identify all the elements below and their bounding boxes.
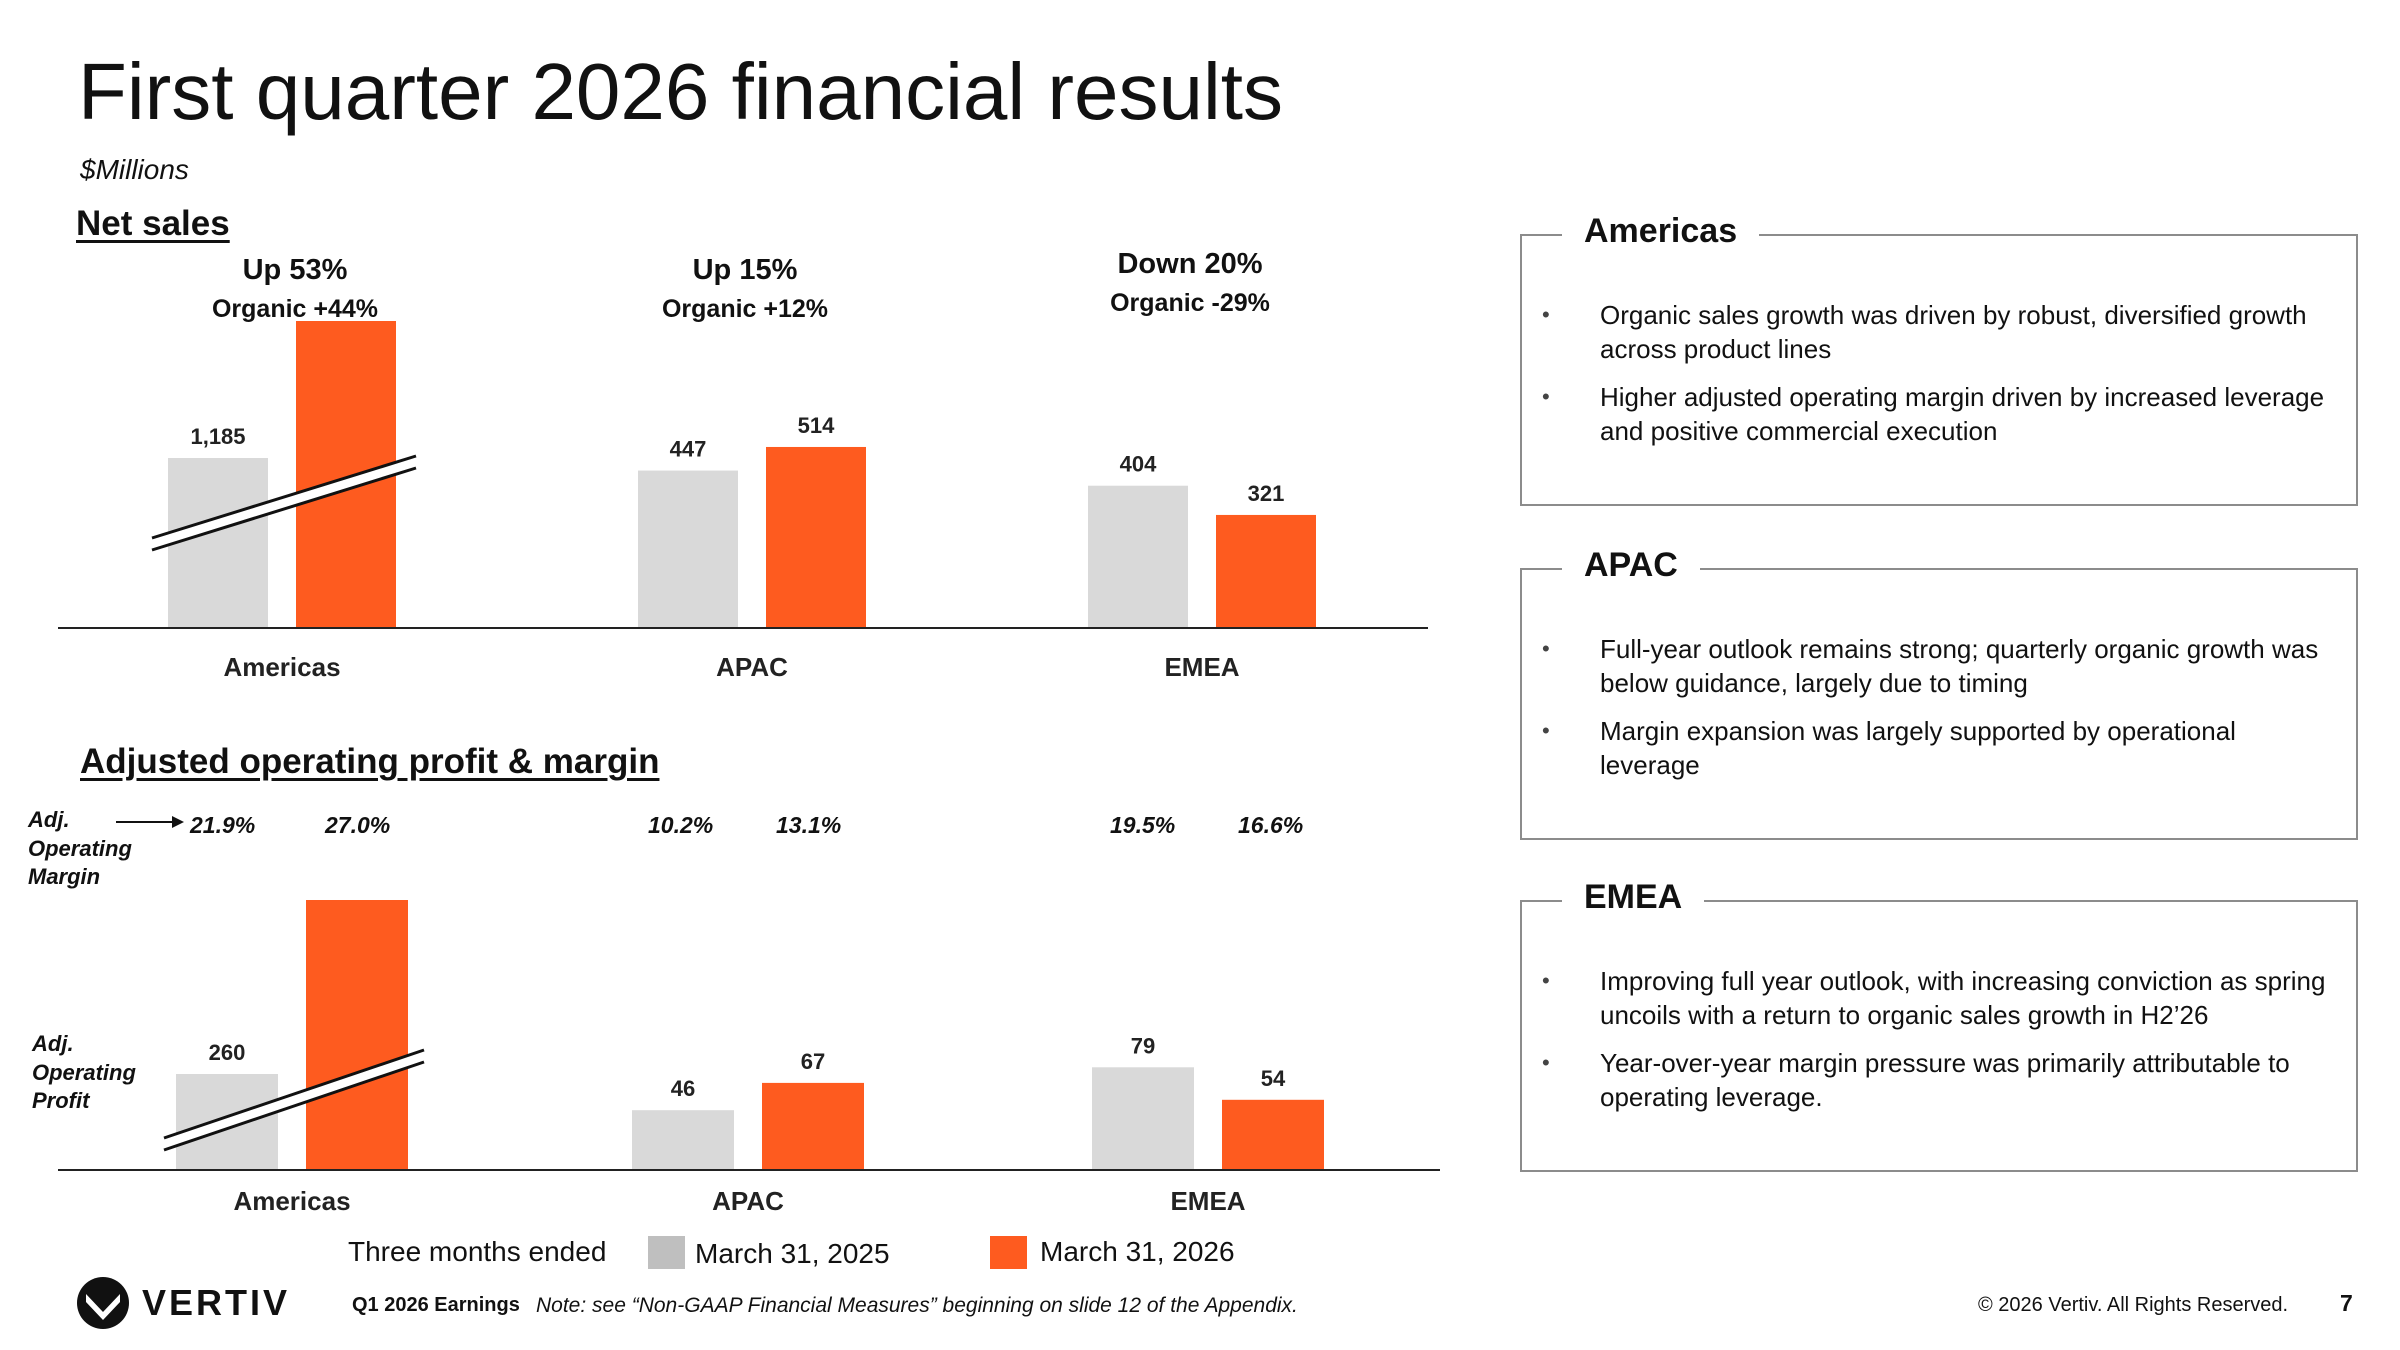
net-sales-bar-emea-current xyxy=(1216,514,1316,628)
margin-americas-prior: 21.9% xyxy=(190,812,256,838)
growth-emea: Down 20% Organic -29% xyxy=(1085,248,1295,318)
net-sales-bar-apac-prior xyxy=(638,470,738,628)
growth-americas-headline: Up 53% xyxy=(242,254,348,286)
region-bullets-americas: Organic sales growth was driven by robus… xyxy=(1542,298,2336,462)
adj-operating-margin-label: Adj. Operating Margin xyxy=(28,807,132,890)
region-title-emea: EMEA xyxy=(1562,880,1705,914)
growth-apac-organic: Organic +12% xyxy=(661,295,829,323)
region-box-americas: Americas Organic sales growth was driven… xyxy=(1520,214,2358,506)
vertiv-logo-text: VERTIV xyxy=(142,1282,291,1323)
aop-data-label-emea-prior: 79 xyxy=(1131,1033,1155,1058)
bullet-item: Year-over-year margin pressure was prima… xyxy=(1542,1046,2336,1114)
aop-axis-break-line-top xyxy=(163,1048,425,1140)
margin-apac-prior: 10.2% xyxy=(648,812,714,838)
vertiv-chevron-logo-icon xyxy=(77,1277,129,1329)
page-number: 7 xyxy=(2340,1290,2353,1316)
growth-apac: Up 15% Organic +12% xyxy=(640,254,850,324)
bullet-item: Improving full year outlook, with increa… xyxy=(1542,964,2336,1032)
region-title-americas: Americas xyxy=(1562,214,1760,248)
margin-apac-current: 13.1% xyxy=(776,812,842,838)
adj-operating-profit-label: Adj. Operating Profit xyxy=(32,1031,136,1114)
legend-swatch-prior xyxy=(648,1236,685,1269)
aop-data-label-apac-current: 67 xyxy=(801,1049,825,1074)
net-sales-data-label-emea-prior: 404 xyxy=(1120,452,1157,477)
net-sales-category-label-emea: EMEA xyxy=(1164,652,1239,680)
net-sales-bar-emea-prior xyxy=(1088,485,1188,628)
bullet-item: Full-year outlook remains strong; quarte… xyxy=(1542,632,2336,700)
legend-label-current: March 31, 2026 xyxy=(1040,1236,1235,1267)
margin-emea-prior: 19.5% xyxy=(1110,812,1176,838)
aop-axis-break-gap xyxy=(164,1050,424,1150)
net-sales-bar-apac-current xyxy=(766,446,866,628)
aop-bar-apac-prior xyxy=(632,1110,734,1170)
aop-heading: Adjusted operating profit & margin xyxy=(80,742,660,781)
aop-bar-americas-current xyxy=(306,900,408,1170)
bullet-item: Margin expansion was largely supported b… xyxy=(1542,714,2336,782)
aop-category-label-emea: EMEA xyxy=(1170,1186,1245,1216)
region-bullets-apac: Full-year outlook remains strong; quarte… xyxy=(1542,632,2336,796)
legend-swatch-current xyxy=(990,1236,1027,1269)
aop-category-label-americas: Americas xyxy=(233,1186,350,1216)
legend-label-prior: March 31, 2025 xyxy=(695,1238,890,1269)
aop-category-label-apac: APAC xyxy=(712,1186,784,1216)
net-sales-category-label-americas: Americas xyxy=(223,652,340,680)
footer-copyright: © 2026 Vertiv. All Rights Reserved. xyxy=(1978,1294,2289,1316)
aop-bar-emea-current xyxy=(1222,1099,1324,1170)
net-sales-data-label-apac-current: 514 xyxy=(798,413,835,438)
bullet-item: Higher adjusted operating margin driven … xyxy=(1542,380,2336,448)
aop-bar-apac-current xyxy=(762,1082,864,1170)
aop-axis-break-line-bottom xyxy=(163,1060,425,1152)
footer-note: Note: see “Non-GAAP Financial Measures” … xyxy=(536,1294,1298,1317)
region-bullets-emea: Improving full year outlook, with increa… xyxy=(1542,964,2336,1128)
net-sales-axis-break-line-bottom xyxy=(151,466,417,552)
region-box-emea: EMEA Improving full year outlook, with i… xyxy=(1520,880,2358,1172)
net-sales-data-label-emea-current: 321 xyxy=(1248,481,1285,506)
net-sales-heading: Net sales xyxy=(76,204,230,243)
growth-americas: Up 53% Organic +44% xyxy=(190,254,400,324)
footer-earnings: Q1 2026 Earnings xyxy=(352,1294,520,1316)
growth-apac-headline: Up 15% xyxy=(692,254,798,286)
aop-data-label-emea-current: 54 xyxy=(1261,1066,1286,1091)
units-label: $Millions xyxy=(80,154,189,185)
net-sales-data-label-apac-prior: 447 xyxy=(670,437,707,462)
net-sales-category-label-apac: APAC xyxy=(716,652,788,680)
growth-americas-organic: Organic +44% xyxy=(211,295,379,323)
aop-data-label-apac-prior: 46 xyxy=(671,1076,695,1101)
aop-data-label-americas-prior: 260 xyxy=(209,1040,246,1065)
legend-prefix: Three months ended xyxy=(348,1236,607,1267)
growth-emea-headline: Down 20% xyxy=(1117,248,1263,280)
aop-chart: 260490Americas4667APAC7954EMEA xyxy=(58,900,1440,1216)
margin-arrow-icon xyxy=(116,816,184,828)
margin-americas-current: 27.0% xyxy=(325,812,391,838)
net-sales-chart: 1,1851,814Americas447514APAC404321EMEA xyxy=(58,321,1428,680)
aop-bar-emea-prior xyxy=(1092,1067,1194,1170)
margin-emea-current: 16.6% xyxy=(1238,812,1304,838)
region-title-apac: APAC xyxy=(1562,548,1700,582)
net-sales-axis-break-gap xyxy=(152,456,416,550)
growth-emea-organic: Organic -29% xyxy=(1110,289,1270,317)
net-sales-axis-break-line-top xyxy=(151,454,417,540)
net-sales-data-label-americas-prior: 1,185 xyxy=(190,424,245,449)
net-sales-bar-americas-prior xyxy=(168,458,268,628)
bullet-item: Organic sales growth was driven by robus… xyxy=(1542,298,2336,366)
page-title: First quarter 2026 financial results xyxy=(78,47,1283,136)
region-box-apac: APAC Full-year outlook remains strong; q… xyxy=(1520,548,2358,840)
